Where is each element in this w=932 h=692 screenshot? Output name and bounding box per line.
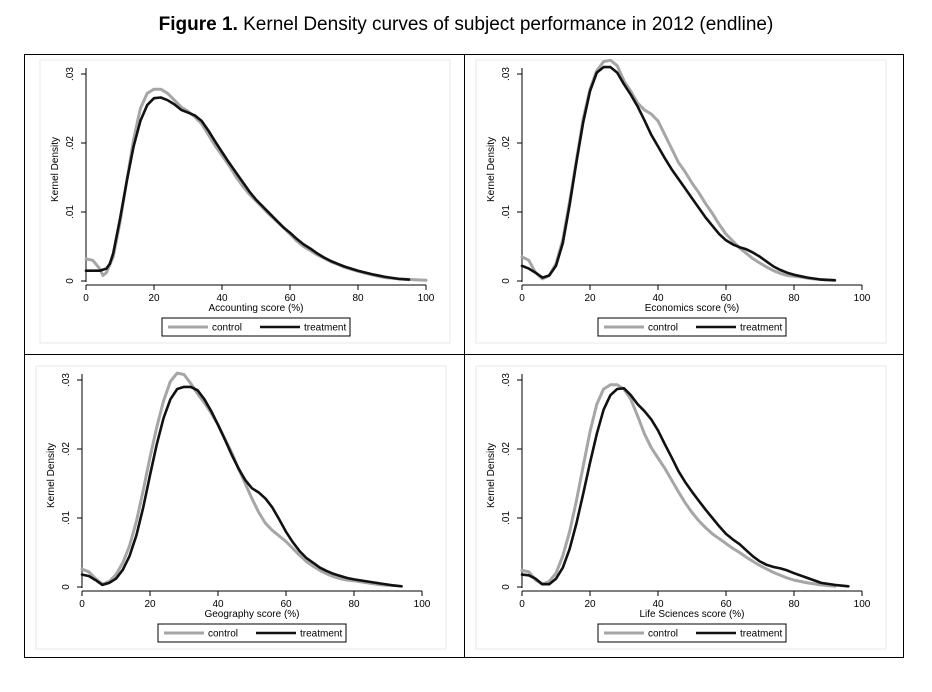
legend: control treatment [157, 623, 347, 643]
chart-frame [475, 59, 887, 344]
x-tick-label: 40 [216, 293, 228, 304]
chart-panel-economics: 0 .01 .02 .03 Kernel Density 0 20 40 60 80 100 Econ… [472, 58, 890, 344]
y-tick-label: .03 [501, 373, 512, 387]
x-tick-label: 40 [652, 293, 664, 304]
density-line-treatment [520, 387, 850, 588]
legend-box [597, 623, 787, 643]
legend-box [157, 623, 347, 643]
y-axis-label: Kernel Density [486, 443, 497, 508]
y-tick-label: .02 [501, 442, 512, 456]
y-axis-label: Kernel Density [46, 443, 57, 508]
y-tick-label: .03 [65, 67, 76, 81]
legend-label-control: control [648, 629, 678, 640]
legend-label-treatment: treatment [740, 323, 782, 334]
legend-label-control: control [648, 323, 678, 334]
figure-number: Figure 1. [158, 14, 238, 35]
density-line-treatment [520, 65, 837, 282]
y-tick-label: .02 [501, 136, 512, 150]
figure-caption: Kernel Density curves of subject perform… [237, 14, 774, 35]
y-tick-label: .02 [65, 136, 76, 150]
x-tick-label: 60 [720, 293, 732, 304]
density-line-control [520, 58, 837, 282]
x-axis-label: Geography score (%) [204, 609, 299, 620]
legend-label-treatment: treatment [304, 323, 346, 334]
x-tick-label: 0 [79, 599, 85, 610]
x-tick-label: 20 [144, 599, 156, 610]
legend: control treatment [597, 623, 787, 643]
legend-label-control: control [212, 323, 242, 334]
x-tick-label: 60 [284, 293, 296, 304]
x-tick-label: 100 [418, 293, 435, 304]
x-tick-label: 20 [584, 599, 596, 610]
x-tick-label: 100 [414, 599, 431, 610]
x-tick-label: 20 [148, 293, 160, 304]
legend-box [597, 317, 787, 337]
x-tick-label: 100 [854, 599, 871, 610]
x-tick-label: 0 [83, 293, 89, 304]
y-tick-label: .01 [501, 205, 512, 219]
y-tick-label: .01 [501, 511, 512, 525]
x-tick-label: 80 [788, 293, 800, 304]
legend-box [161, 317, 351, 337]
chart-frame [35, 365, 447, 650]
y-tick-label: .03 [501, 67, 512, 81]
chart-frame [39, 59, 451, 344]
legend-label-control: control [208, 629, 238, 640]
density-line-treatment [80, 385, 403, 588]
chart-panel-accounting: 0 .01 .02 .03 Kernel Density 0 20 40 60 80 100 Acco… [36, 59, 454, 344]
x-tick-label: 40 [212, 599, 224, 610]
x-axis-label: Accounting score (%) [208, 303, 303, 314]
kernel-density-chart-geography: 0 .01 .02 .03 Kernel Density 0 20 40 60 80 100 Geog… [35, 365, 447, 650]
kernel-density-chart-accounting: 0 .01 .02 .03 Kernel Density 0 20 40 60 80 100 Acco… [39, 59, 451, 344]
x-tick-label: 60 [720, 599, 732, 610]
chart-panel-geography: 0 .01 .02 .03 Kernel Density 0 20 40 60 80 100 Geog… [32, 365, 450, 650]
chart-panel-life-sciences: 0 .01 .02 .03 Kernel Density 0 20 40 60 80 100 Life… [472, 365, 890, 650]
x-tick-label: 60 [280, 599, 292, 610]
legend-label-treatment: treatment [740, 629, 782, 640]
chart-frame [475, 365, 887, 650]
y-tick-label: .03 [61, 373, 72, 387]
kernel-density-chart-life-sciences: 0 .01 .02 .03 Kernel Density 0 20 40 60 80 100 Life… [475, 365, 887, 650]
legend-label-treatment: treatment [300, 629, 342, 640]
y-tick-label: .01 [65, 205, 76, 219]
x-tick-label: 80 [348, 599, 360, 610]
kernel-density-chart-economics: 0 .01 .02 .03 Kernel Density 0 20 40 60 80 100 Econ… [475, 58, 887, 344]
figure-title: Figure 1. Kernel Density curves of subje… [0, 14, 932, 36]
x-axis-label: Economics score (%) [645, 303, 739, 314]
x-tick-label: 80 [788, 599, 800, 610]
density-line-control [80, 371, 397, 588]
x-tick-label: 0 [519, 599, 525, 610]
y-tick-label: 0 [501, 584, 512, 590]
x-tick-label: 100 [854, 293, 871, 304]
density-line-treatment [84, 96, 411, 281]
y-tick-label: 0 [501, 278, 512, 284]
x-tick-label: 20 [584, 293, 596, 304]
panel-divider-vertical [464, 54, 465, 658]
x-tick-label: 0 [519, 293, 525, 304]
y-axis-label: Kernel Density [50, 137, 61, 202]
density-line-control [84, 87, 428, 282]
density-line-control [520, 383, 837, 588]
y-tick-label: 0 [65, 278, 76, 284]
y-axis-label: Kernel Density [486, 137, 497, 202]
panel-divider-horizontal [24, 354, 904, 355]
x-tick-label: 80 [352, 293, 364, 304]
legend: control treatment [161, 317, 351, 337]
legend: control treatment [597, 317, 787, 337]
x-tick-label: 40 [652, 599, 664, 610]
y-tick-label: 0 [61, 584, 72, 590]
y-tick-label: .02 [61, 442, 72, 456]
x-axis-label: Life Sciences score (%) [639, 609, 744, 620]
y-tick-label: .01 [61, 511, 72, 525]
